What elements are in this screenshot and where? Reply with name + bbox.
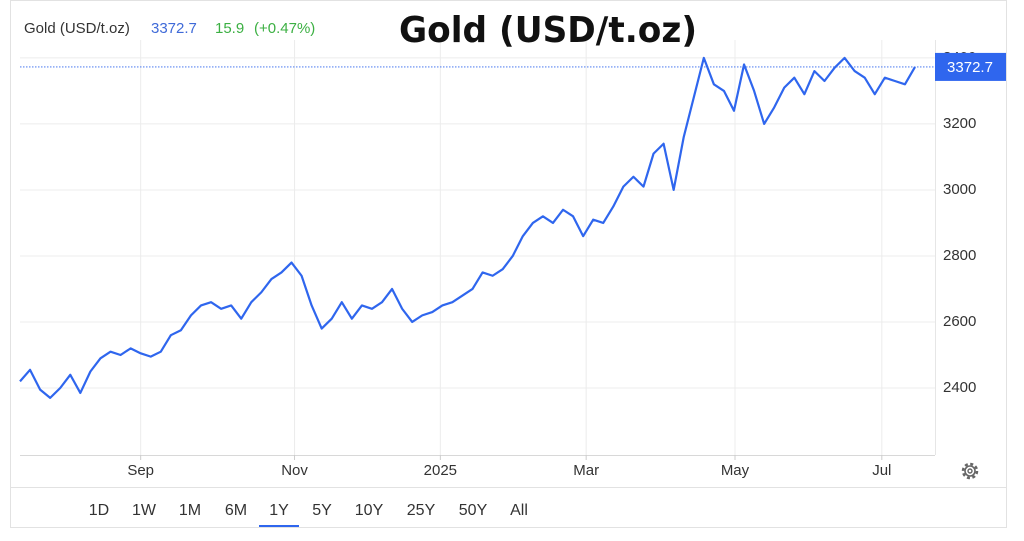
x-tick-label: 2025 [424, 462, 457, 479]
x-tick-label: Jul [872, 462, 891, 479]
header-change-pct: (+0.47%) [254, 20, 315, 37]
header-change: 15.9 [215, 20, 244, 37]
range-button[interactable]: 25Y [407, 502, 436, 519]
x-tick-label: May [721, 462, 750, 479]
range-button[interactable]: 1W [132, 502, 157, 519]
x-tick-label: Sep [127, 462, 154, 479]
x-tick-label: Nov [281, 462, 308, 479]
grid [20, 40, 935, 455]
range-button[interactable]: 1M [179, 502, 201, 519]
y-tick-label: 2400 [943, 379, 976, 396]
range-button[interactable]: 1D [89, 502, 109, 519]
frame [10, 0, 1007, 528]
y-tick-label: 3200 [943, 115, 976, 132]
settings-icon[interactable] [961, 462, 979, 480]
y-tick-label: 2800 [943, 247, 976, 264]
y-tick-label: 3000 [943, 181, 976, 198]
range-button[interactable]: 50Y [459, 502, 488, 519]
range-button[interactable]: 5Y [312, 502, 332, 519]
range-button[interactable]: 1Y [269, 502, 289, 519]
last-price-label: 3372.7 [947, 59, 993, 76]
header-name: Gold (USD/t.oz) [24, 20, 130, 37]
y-tick-label: 2600 [943, 313, 976, 330]
header-price: 3372.7 [151, 20, 197, 37]
range-button[interactable]: All [510, 502, 528, 519]
last-price-box [935, 52, 1006, 81]
range-button[interactable]: 6M [225, 502, 247, 519]
range-button[interactable]: 10Y [355, 502, 384, 519]
price-line [19, 56, 916, 399]
chart-title: Gold (USD/t.oz) [399, 10, 697, 51]
x-tick-label: Mar [573, 462, 599, 479]
